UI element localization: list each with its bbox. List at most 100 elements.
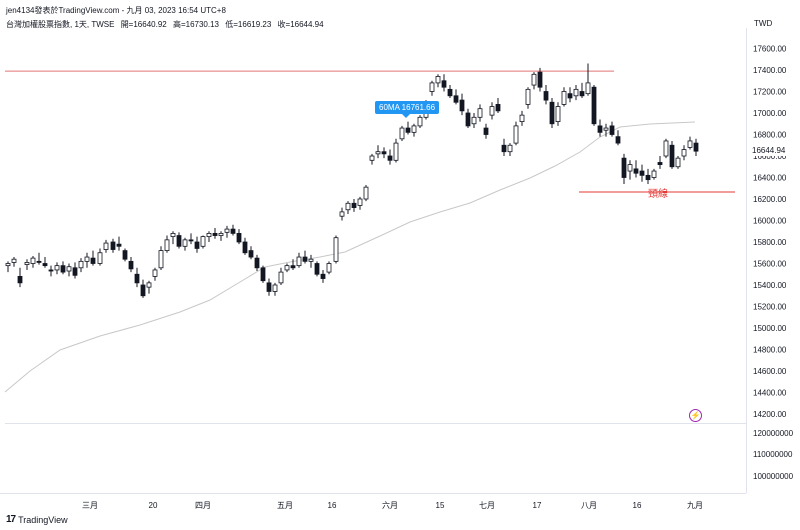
candle[interactable] bbox=[609, 121, 615, 137]
candle[interactable] bbox=[363, 185, 369, 202]
candle[interactable] bbox=[30, 255, 36, 268]
candle[interactable] bbox=[591, 85, 597, 126]
candle[interactable] bbox=[66, 263, 72, 277]
candle[interactable] bbox=[278, 267, 284, 285]
candle[interactable] bbox=[537, 67, 543, 92]
candle[interactable] bbox=[525, 87, 531, 109]
candle[interactable] bbox=[36, 252, 42, 265]
candle[interactable] bbox=[651, 168, 657, 180]
candle[interactable] bbox=[543, 85, 549, 105]
candle[interactable] bbox=[585, 63, 591, 96]
candle[interactable] bbox=[519, 110, 525, 126]
candle[interactable] bbox=[345, 201, 351, 215]
candle[interactable] bbox=[60, 261, 66, 275]
candle[interactable] bbox=[48, 265, 54, 277]
candle[interactable] bbox=[128, 257, 134, 273]
candle[interactable] bbox=[375, 145, 381, 159]
candle[interactable] bbox=[116, 236, 122, 251]
candle[interactable] bbox=[320, 269, 326, 283]
candle[interactable] bbox=[459, 93, 465, 116]
candle[interactable] bbox=[284, 263, 290, 273]
candle[interactable] bbox=[308, 254, 314, 268]
candle[interactable] bbox=[103, 239, 109, 253]
candle[interactable] bbox=[90, 250, 96, 266]
candle[interactable] bbox=[603, 123, 609, 137]
candle[interactable] bbox=[381, 147, 387, 159]
candle[interactable] bbox=[188, 233, 194, 245]
candle[interactable] bbox=[5, 261, 11, 273]
candle[interactable] bbox=[152, 267, 158, 281]
candle[interactable] bbox=[465, 108, 471, 129]
candle[interactable] bbox=[134, 267, 140, 288]
candle[interactable] bbox=[561, 87, 567, 107]
candle[interactable] bbox=[477, 104, 483, 122]
candle[interactable] bbox=[693, 138, 699, 156]
candle[interactable] bbox=[669, 140, 675, 169]
candle[interactable] bbox=[471, 113, 477, 129]
candle[interactable] bbox=[597, 119, 603, 137]
candle[interactable] bbox=[531, 72, 537, 90]
candle[interactable] bbox=[399, 125, 405, 141]
candle[interactable] bbox=[200, 235, 206, 249]
candle[interactable] bbox=[627, 160, 633, 180]
candle[interactable] bbox=[405, 121, 411, 135]
candle[interactable] bbox=[248, 246, 254, 260]
candle[interactable] bbox=[72, 262, 78, 279]
candle[interactable] bbox=[24, 259, 30, 270]
lightning-icon[interactable]: ⚡ bbox=[689, 409, 702, 422]
candle[interactable] bbox=[567, 87, 573, 103]
candle[interactable] bbox=[639, 164, 645, 182]
candle[interactable] bbox=[387, 149, 393, 165]
candle[interactable] bbox=[54, 262, 60, 275]
candle[interactable] bbox=[170, 231, 176, 245]
candle[interactable] bbox=[97, 248, 103, 266]
candle[interactable] bbox=[302, 250, 308, 264]
candle[interactable] bbox=[333, 235, 339, 264]
candle[interactable] bbox=[272, 282, 278, 296]
candle[interactable] bbox=[182, 237, 188, 251]
candle[interactable] bbox=[146, 280, 152, 294]
candle[interactable] bbox=[681, 145, 687, 161]
candle[interactable] bbox=[633, 160, 639, 178]
candle[interactable] bbox=[84, 252, 90, 268]
candle[interactable] bbox=[687, 136, 693, 150]
candle[interactable] bbox=[507, 143, 513, 156]
candle[interactable] bbox=[549, 97, 555, 129]
candle[interactable] bbox=[615, 130, 621, 146]
candle[interactable] bbox=[17, 267, 23, 288]
candle[interactable] bbox=[417, 115, 423, 129]
candle[interactable] bbox=[351, 199, 357, 212]
candle[interactable] bbox=[260, 265, 266, 283]
candle[interactable] bbox=[441, 74, 447, 92]
candle[interactable] bbox=[675, 156, 681, 169]
candle[interactable] bbox=[579, 82, 585, 98]
candle[interactable] bbox=[326, 261, 332, 275]
candle[interactable] bbox=[369, 153, 375, 165]
candle[interactable] bbox=[266, 278, 272, 296]
candle[interactable] bbox=[489, 102, 495, 120]
candle[interactable] bbox=[212, 228, 218, 239]
candle[interactable] bbox=[645, 168, 651, 184]
symbol-name[interactable]: 台灣加權股票指數, 1天, TWSE bbox=[6, 20, 115, 29]
candle[interactable] bbox=[11, 257, 17, 267]
candle[interactable] bbox=[254, 254, 260, 272]
candle[interactable] bbox=[110, 238, 116, 253]
candle[interactable] bbox=[339, 207, 345, 221]
candle[interactable] bbox=[357, 196, 363, 210]
candle[interactable] bbox=[242, 237, 248, 255]
candle[interactable] bbox=[164, 235, 170, 253]
candle[interactable] bbox=[495, 97, 501, 113]
candle[interactable] bbox=[621, 153, 627, 184]
candle[interactable] bbox=[290, 259, 296, 270]
candle[interactable] bbox=[140, 279, 146, 298]
candle[interactable] bbox=[122, 248, 128, 262]
candle[interactable] bbox=[453, 89, 459, 105]
candle[interactable] bbox=[429, 80, 435, 96]
candle[interactable] bbox=[296, 252, 302, 268]
candle[interactable] bbox=[663, 138, 669, 159]
candle[interactable] bbox=[224, 225, 230, 238]
tradingview-logo[interactable]: 17 TradingView bbox=[6, 514, 68, 525]
candle[interactable] bbox=[158, 246, 164, 270]
candle[interactable] bbox=[218, 231, 224, 241]
candle[interactable] bbox=[42, 257, 48, 268]
